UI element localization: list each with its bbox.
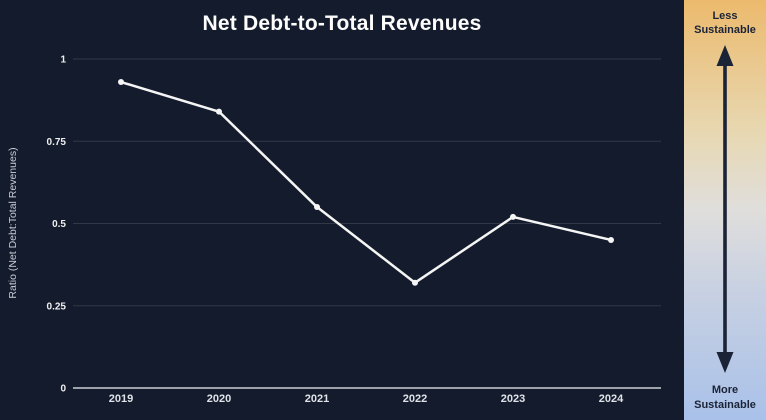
double-arrow-icon (716, 45, 734, 373)
y-tick-label: 0.75 (47, 137, 67, 148)
y-axis-label: Ratio (Net Debt:Total Revenues) (7, 147, 19, 298)
y-tick-label: 0.25 (47, 301, 67, 312)
data-point-2019 (118, 79, 124, 86)
data-point-2020 (216, 108, 222, 115)
data-point-2022 (412, 279, 418, 286)
chart-panel: Net Debt-to-Total Revenues 0 0.25 0.5 0.75 1… (7, 12, 661, 405)
more-sustainable-line1: More (711, 384, 739, 397)
less-sustainable-label: Less Sustainable (684, 9, 766, 38)
line-chart: 0 0.25 0.5 0.75 1 2019 2020 2021 2022 2023 2024 Rat… (7, 55, 661, 405)
less-sustainable-line2: Sustainable (694, 24, 756, 37)
chart-title: Net Debt-to-Total Revenues (202, 12, 482, 35)
x-tick-label: 2019 (109, 393, 133, 405)
data-point-2024 (608, 236, 614, 243)
more-sustainable-line2: Sustainable (694, 398, 756, 411)
less-sustainable-line1: Less (712, 10, 738, 22)
y-tick-label: 1 (60, 55, 66, 66)
x-tick-label: 2023 (501, 393, 525, 405)
data-point-2021 (314, 204, 320, 211)
x-tick-label: 2024 (599, 393, 624, 405)
data-line (119, 80, 613, 284)
x-tick-label: 2022 (403, 393, 427, 405)
y-tick-label: 0.5 (52, 219, 66, 230)
data-point-2023 (510, 213, 516, 220)
x-tick-label: 2021 (305, 393, 329, 405)
more-sustainable-label: More Sustainable (684, 383, 766, 412)
y-tick-label: 0 (60, 384, 66, 395)
sustainability-legend: Less Sustainable More Sustainable (684, 0, 766, 420)
x-tick-label: 2020 (207, 393, 231, 405)
